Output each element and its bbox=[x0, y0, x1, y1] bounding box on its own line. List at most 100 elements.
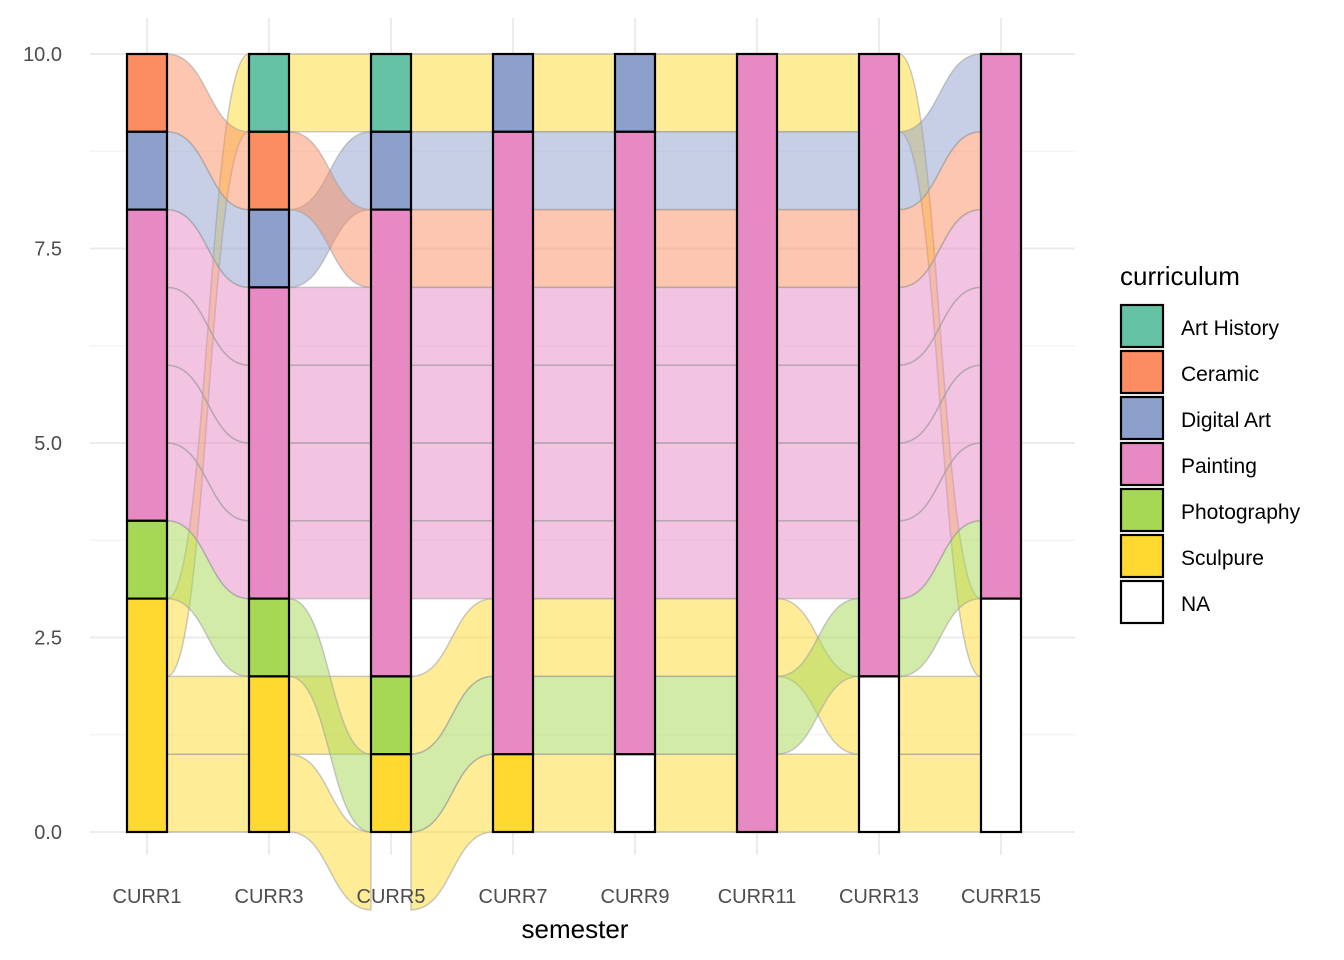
x-tick-label: CURR1 bbox=[113, 886, 182, 908]
stratum-digital-art bbox=[613, 52, 657, 133]
x-tick-label: CURR3 bbox=[235, 886, 304, 908]
legend-key bbox=[1119, 441, 1165, 487]
flow-ribbon bbox=[654, 53, 738, 133]
x-tick-label: CURR7 bbox=[479, 886, 548, 908]
legend-key bbox=[1119, 579, 1165, 625]
stratum-na bbox=[979, 597, 1023, 834]
flow-ribbon bbox=[288, 53, 372, 133]
stratum-painting bbox=[857, 52, 901, 678]
flow-ribbon bbox=[776, 520, 860, 600]
stratum-painting bbox=[979, 52, 1023, 600]
legend-label: Art History bbox=[1181, 317, 1280, 340]
flow-ribbon bbox=[532, 442, 616, 522]
stratum-sculpure bbox=[247, 675, 291, 834]
flow-ribbon bbox=[410, 286, 494, 366]
stratum-painting bbox=[491, 130, 535, 756]
x-tick-label: CURR15 bbox=[961, 886, 1041, 908]
x-axis: CURR1 CURR3 CURR5 CURR7 CURR9 CURR11 CURR13 CUR… bbox=[113, 886, 1041, 908]
flow-ribbon bbox=[898, 675, 982, 755]
flow-ribbon bbox=[654, 520, 738, 600]
flow-ribbon bbox=[776, 286, 860, 366]
stratum-art-history bbox=[247, 52, 291, 133]
x-tick-label: CURR9 bbox=[601, 886, 670, 908]
flow-ribbon bbox=[410, 53, 494, 133]
flow-ribbon bbox=[532, 753, 616, 833]
stratum-art-history bbox=[369, 52, 413, 133]
flow-ribbon bbox=[532, 131, 616, 211]
strata bbox=[125, 52, 1023, 834]
flow-ribbon bbox=[532, 286, 616, 366]
flow-ribbon bbox=[288, 364, 372, 444]
flow-ribbon bbox=[776, 364, 860, 444]
flow-ribbon bbox=[654, 753, 738, 833]
x-tick-label: CURR5 bbox=[357, 886, 426, 908]
y-tick-label: 7.5 bbox=[34, 239, 62, 261]
legend-key bbox=[1119, 303, 1165, 349]
legend-key bbox=[1119, 395, 1165, 441]
flow-ribbon bbox=[166, 753, 250, 833]
flow-ribbon bbox=[654, 675, 738, 755]
stratum-ceramic bbox=[125, 52, 169, 133]
stratum-painting bbox=[369, 208, 413, 678]
stratum-painting bbox=[613, 130, 657, 756]
flow-ribbon bbox=[532, 597, 616, 678]
flow-ribbon bbox=[288, 286, 372, 366]
flow-ribbon bbox=[898, 753, 982, 833]
flow-ribbon bbox=[410, 520, 494, 600]
legend-label: Photography bbox=[1181, 501, 1301, 524]
legend-key bbox=[1119, 487, 1165, 533]
flow-ribbon bbox=[532, 208, 616, 289]
stratum-digital-art bbox=[491, 52, 535, 133]
flow-ribbon bbox=[288, 520, 372, 600]
y-tick-label: 0.0 bbox=[34, 822, 62, 844]
stratum-na bbox=[613, 753, 657, 834]
stratum-ceramic bbox=[247, 130, 291, 211]
flow-ribbon bbox=[776, 53, 860, 133]
stratum-painting bbox=[125, 208, 169, 522]
flow-ribbon bbox=[654, 286, 738, 366]
flow-ribbon bbox=[776, 442, 860, 522]
legend-key bbox=[1119, 349, 1165, 395]
flow-ribbon bbox=[288, 753, 372, 911]
y-tick-label: 5.0 bbox=[34, 433, 62, 455]
stratum-painting bbox=[247, 286, 291, 600]
legend-label: Painting bbox=[1181, 455, 1257, 478]
flow-ribbon bbox=[532, 675, 616, 755]
flow-ribbon bbox=[410, 131, 494, 211]
flow-ribbon bbox=[776, 208, 860, 289]
y-tick-label: 2.5 bbox=[34, 628, 62, 650]
stratum-photography bbox=[247, 597, 291, 678]
y-tick-label: 10.0 bbox=[23, 44, 62, 66]
legend-label: Ceramic bbox=[1181, 363, 1259, 386]
flow-ribbon bbox=[166, 675, 250, 755]
legend: curriculum Art History Ceramic Digital Art… bbox=[1119, 261, 1301, 625]
y-axis: 0.0 2.5 5.0 7.5 10.0 bbox=[23, 44, 62, 844]
flow-ribbon bbox=[654, 442, 738, 522]
flow-ribbon bbox=[410, 442, 494, 522]
flow-ribbon bbox=[532, 53, 616, 133]
legend-title: curriculum bbox=[1120, 261, 1240, 291]
stratum-na bbox=[857, 675, 901, 834]
x-tick-label: CURR11 bbox=[718, 886, 797, 908]
flow-ribbon bbox=[410, 364, 494, 444]
legend-label: Digital Art bbox=[1181, 409, 1271, 432]
stratum-digital-art bbox=[247, 208, 291, 289]
flow-ribbon bbox=[654, 364, 738, 444]
stratum-sculpure bbox=[491, 753, 535, 834]
stratum-photography bbox=[125, 519, 169, 600]
stratum-digital-art bbox=[125, 130, 169, 211]
flow-ribbon bbox=[776, 131, 860, 211]
stratum-sculpure bbox=[369, 753, 413, 834]
stratum-sculpure bbox=[125, 597, 169, 834]
flow-ribbon bbox=[410, 208, 494, 289]
flow-ribbon bbox=[532, 364, 616, 444]
legend-label: Sculpure bbox=[1181, 547, 1264, 570]
stratum-painting bbox=[735, 52, 779, 834]
flow-ribbon bbox=[288, 442, 372, 522]
legend-key bbox=[1119, 533, 1165, 579]
stratum-photography bbox=[369, 675, 413, 756]
flow-ribbon bbox=[654, 597, 738, 678]
flow-ribbon bbox=[776, 753, 860, 833]
flow-ribbon bbox=[654, 131, 738, 211]
